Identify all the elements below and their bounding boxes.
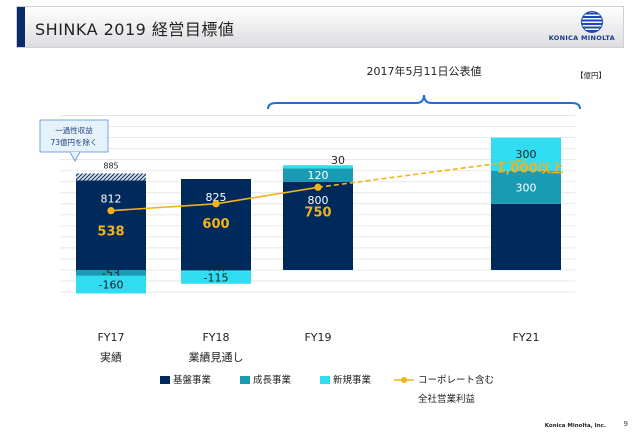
data-label-new-fy19: 30 xyxy=(331,154,345,167)
legend-swatch-1 xyxy=(240,376,250,384)
data-label-base-fy17: 812 xyxy=(101,192,122,205)
bar-new-fy18 xyxy=(181,271,251,284)
bar-growth-fy18 xyxy=(181,270,251,272)
data-label-new-fy18: -115 xyxy=(204,271,229,284)
callout-pointer xyxy=(69,151,81,162)
data-label-new-fy17: -160 xyxy=(99,279,124,292)
bar-growth-fy21 xyxy=(491,170,561,204)
bar-new-fy21 xyxy=(491,137,561,171)
profit-line-segment xyxy=(317,158,527,189)
profit-line-segment xyxy=(110,203,217,212)
profit-point-fy18 xyxy=(212,200,220,208)
callout-box xyxy=(39,119,109,153)
page-title: SHINKA 2019 経営目標値 xyxy=(35,20,235,39)
logo-text: KONICA MINOLTA xyxy=(548,34,615,42)
header-accent-bar xyxy=(17,7,25,47)
footer-company: Konica Minolta, Inc. xyxy=(544,423,606,429)
slide-header: SHINKA 2019 経営目標値 KONICA MINOLTA xyxy=(16,6,624,48)
legend-swatch-2 xyxy=(320,376,330,384)
legend-label-1: 成長事業 xyxy=(253,374,292,386)
profit-label-fy19: 750 xyxy=(304,205,331,220)
fy17-total-label: 885 xyxy=(103,161,118,170)
legend-label-3: コーポレート含む xyxy=(418,374,494,386)
profit-line-segment xyxy=(215,186,319,205)
x-sublabel-fy17: 実績 xyxy=(100,350,122,364)
legend-swatch-0 xyxy=(160,376,170,384)
x-tick-label-fy17: FY17 xyxy=(97,331,124,344)
bar-base-fy19 xyxy=(283,181,353,270)
profit-point-fy19 xyxy=(314,183,322,191)
bar-base-fy17 xyxy=(76,180,146,270)
bar-growth-fy19 xyxy=(283,168,353,182)
data-label-growth-fy19: 120 xyxy=(308,169,329,182)
one-time-gain-hatch xyxy=(76,173,146,181)
bracket-label: 2017年5月11日公表値 xyxy=(367,64,482,78)
data-label-new-fy21: 300 xyxy=(516,148,537,161)
profit-label-fy21: 1,000以上 xyxy=(496,162,563,177)
forecast-bracket xyxy=(267,94,581,110)
bar-new-fy19 xyxy=(283,165,353,169)
bar-new-fy17 xyxy=(76,275,146,294)
profit-label-fy18: 600 xyxy=(202,217,229,232)
x-tick-label-fy19: FY19 xyxy=(304,331,331,344)
bar-growth-fy17 xyxy=(76,270,146,276)
bar-base-fy18 xyxy=(181,179,251,270)
x-tick-label-fy21: FY21 xyxy=(512,331,539,344)
x-sublabel-fy18: 業績見通し xyxy=(189,350,244,364)
data-label-growth-fy21: 300 xyxy=(516,181,537,194)
profit-label-fy17: 538 xyxy=(97,225,124,240)
x-tick-label-fy18: FY18 xyxy=(202,331,229,344)
data-label-base-fy19: 800 xyxy=(308,194,329,207)
konica-minolta-logo-icon xyxy=(581,11,603,33)
data-label-base-fy18: 825 xyxy=(206,191,227,204)
legend-line-marker xyxy=(401,377,407,383)
page-number: 9 xyxy=(623,420,628,428)
unit-label: 【億円】 xyxy=(576,70,606,80)
callout-line1: 一過性収益 xyxy=(55,125,93,135)
profit-point-fy17 xyxy=(107,207,115,215)
legend-label-0: 基盤事業 xyxy=(173,374,212,386)
bar-base-fy21 xyxy=(491,203,561,270)
callout-line2: 73億円を除く xyxy=(50,137,97,147)
legend-label-2: 新規事業 xyxy=(333,374,372,386)
legend-label-line2: 全社営業利益 xyxy=(418,393,476,405)
